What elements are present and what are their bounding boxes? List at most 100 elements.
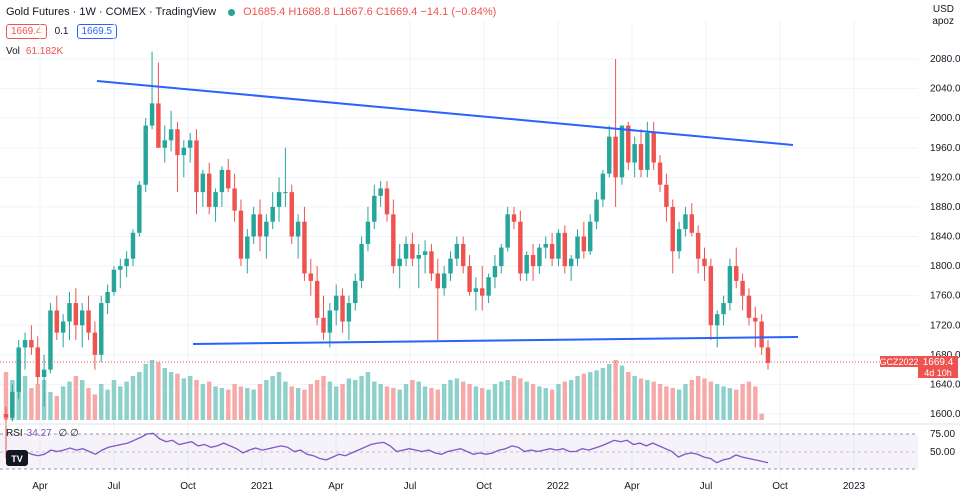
volume-bar — [137, 372, 142, 420]
volume-bar — [422, 386, 428, 420]
volume-bar — [232, 384, 237, 420]
rsi-legend[interactable]: RSI 34.27 ∅ ∅ — [6, 428, 79, 439]
volume-bar — [575, 376, 580, 420]
candle-body — [206, 173, 212, 207]
volume-bar — [295, 388, 301, 420]
candle-body — [549, 243, 555, 259]
price-tick-label: 1800.0 — [930, 261, 960, 272]
rsi-extra: ∅ ∅ — [58, 428, 79, 439]
symbol-title[interactable]: Gold Futures · 1W · COMEX · TradingView — [6, 6, 217, 18]
candle-body — [632, 144, 637, 163]
volume-bar — [613, 360, 618, 420]
volume-bar — [213, 386, 218, 420]
top-right-controls: USD apoz — [932, 4, 954, 28]
volume-bar — [111, 380, 117, 420]
time-tick-label: Oct — [772, 481, 788, 492]
price-tick-label: 1960.0 — [930, 143, 960, 154]
currency-label[interactable]: USD — [932, 4, 954, 15]
volume-bar — [486, 389, 491, 420]
scale-mode-label[interactable]: apoz — [932, 16, 954, 27]
volume-bar — [657, 384, 663, 420]
volume-bar — [372, 381, 377, 420]
candle-body — [29, 340, 34, 348]
volume-bar — [702, 378, 707, 420]
candle-body — [79, 310, 85, 326]
candle-body — [543, 243, 548, 248]
volume-bar — [308, 384, 314, 420]
time-tick-label: Jul — [700, 481, 713, 492]
volume-bar — [416, 381, 421, 420]
candle-body — [238, 210, 244, 259]
volume-bar — [556, 384, 561, 420]
candle-body — [308, 273, 314, 281]
buy-price-button[interactable]: 1669.5 — [76, 24, 118, 39]
volume-bar — [346, 378, 352, 420]
candle-body — [651, 132, 656, 163]
volume-bar — [86, 388, 91, 420]
candle-body — [619, 125, 625, 178]
candle-body — [467, 266, 472, 292]
tradingview-logo[interactable]: TV — [6, 450, 28, 466]
volume-bar — [270, 376, 275, 420]
last-price-symbol: GCZ2022 — [879, 357, 918, 367]
time-tick-label: Jul — [108, 481, 121, 492]
candle-body — [594, 199, 599, 222]
candle-body — [276, 192, 282, 207]
volume-bar — [156, 362, 161, 420]
candle-body — [175, 129, 180, 156]
candle-body — [181, 147, 187, 156]
volume-bar — [35, 384, 40, 420]
candle-body — [327, 310, 333, 333]
candle-body — [607, 136, 612, 174]
volume-bar — [194, 380, 199, 420]
time-axis[interactable]: Apr Jul Oct 2021 Apr Jul Oct 2022 Apr Jul Oct 2023 — [32, 481, 865, 492]
candle-body — [638, 144, 644, 170]
lower-trendline[interactable] — [192, 336, 799, 345]
symbol-header: Gold Futures · 1W · COMEX · TradingView … — [6, 4, 496, 20]
time-tick-label: Jul — [404, 481, 417, 492]
volume-bar — [492, 384, 498, 420]
volume-bar — [245, 388, 250, 420]
candle-body — [187, 140, 193, 148]
upper-trendline[interactable] — [96, 80, 794, 146]
price-axis[interactable]: 2080.0 2040.0 2000.0 1960.0 1920.0 1880.0 1840… — [930, 54, 960, 420]
price-tick-label: 1640.0 — [930, 379, 960, 390]
volume-legend[interactable]: Vol 61.182K — [6, 46, 63, 57]
volume-bar — [353, 380, 358, 420]
sell-price-button[interactable]: 1669.4 — [6, 24, 47, 39]
volume-bar — [118, 386, 123, 420]
volume-bar — [632, 376, 637, 420]
candle-body — [765, 347, 771, 363]
candle-body — [613, 136, 618, 178]
candle-body — [118, 266, 123, 270]
spread-value: 0.1 — [54, 26, 69, 37]
candle-body — [245, 236, 250, 259]
volume-bar — [549, 389, 555, 420]
candle-body — [499, 247, 504, 267]
time-tick-label: Oct — [180, 481, 196, 492]
volume-bar — [480, 388, 485, 420]
volume-bar — [524, 381, 529, 420]
candle-body — [48, 310, 53, 370]
candle-body — [232, 188, 237, 211]
candle-body — [149, 103, 155, 126]
ohlc-values: O1685.4 H1688.8 L1667.6 C1669.4 −14.1 (−… — [243, 6, 497, 18]
volume-bar — [759, 413, 764, 420]
candle-body — [676, 229, 682, 252]
rsi-line — [5, 432, 769, 464]
candle-body — [213, 192, 218, 207]
volume-bar — [683, 384, 688, 420]
market-status-dot-icon — [228, 8, 236, 16]
volume-bar — [607, 364, 612, 420]
volume-bar — [721, 386, 726, 420]
candle-body — [333, 295, 339, 311]
candle-body — [22, 340, 28, 348]
candle-body — [454, 243, 460, 259]
rsi-pane: 75.00 50.00 — [0, 429, 955, 470]
candle-body — [384, 188, 390, 215]
volume-bar — [511, 376, 517, 420]
volume-bar — [499, 381, 504, 420]
candle-body — [727, 266, 733, 304]
candle-body — [391, 214, 396, 267]
